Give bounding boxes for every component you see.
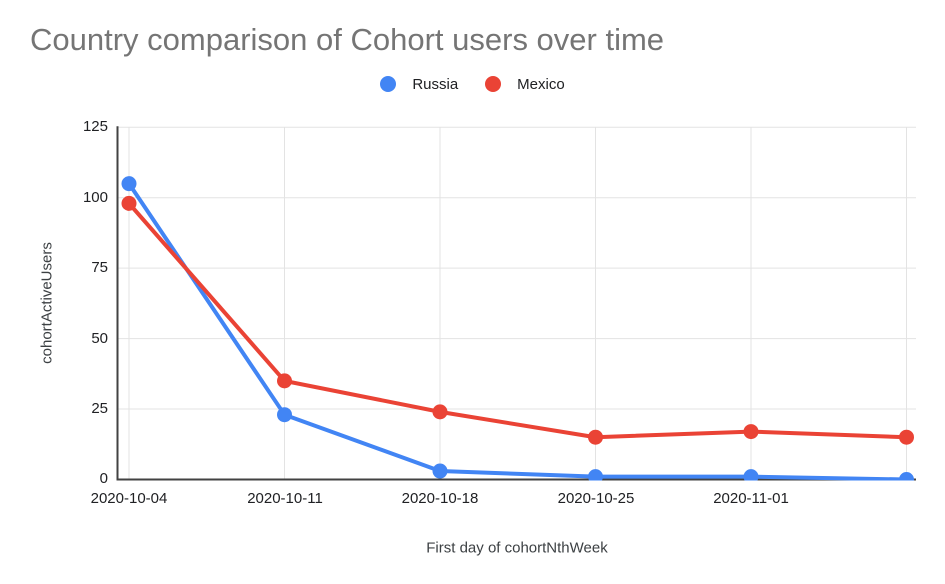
x-tick-2020-10-18: 2020-10-18 [401,490,479,507]
data-point-mexico-1[interactable] [277,373,292,389]
x-tick-2020-11-01: 2020-11-01 [713,490,789,507]
legend: Russia Mexico [0,74,945,94]
x-tick-2020-10-04: 2020-10-04 [90,490,168,507]
legend-label-mexico: Mexico [517,75,565,93]
legend-item-russia[interactable]: Russia [380,76,458,93]
x-tick-2020-10-11: 2020-10-11 [247,490,323,507]
y-tick-125: 125 [82,118,108,135]
data-point-mexico-3[interactable] [588,429,603,445]
series-line-russia [127,181,909,481]
x-axis-title: First day of cohortNthWeek [426,539,608,557]
data-point-mexico-4[interactable] [743,424,759,440]
series-line-mexico [127,201,909,440]
legend-dot-russia-icon [380,76,397,92]
legend-dot-mexico-icon [485,76,502,92]
data-point-russia-2[interactable] [432,463,448,479]
y-tick-75: 75 [91,259,108,276]
legend-item-mexico[interactable]: Mexico [485,76,565,93]
gridlines [117,126,916,480]
axis-lines [116,126,916,481]
y-axis-title: cohortActiveUsers [38,242,56,364]
data-point-russia-3[interactable] [588,469,603,484]
data-point-mexico-0[interactable] [121,195,137,211]
y-tick-50: 50 [91,330,108,347]
series-russia [121,176,914,487]
data-point-russia-4[interactable] [743,469,759,484]
x-tick-2020-10-25: 2020-10-25 [557,490,635,507]
y-tick-25: 25 [91,400,108,417]
y-tick-100: 100 [82,189,108,206]
chart-title: Country comparison of Cohort users over … [30,22,665,57]
data-point-mexico-2[interactable] [432,404,448,420]
series-mexico [121,195,914,445]
data-point-russia-1[interactable] [277,407,292,423]
data-point-russia-0[interactable] [121,176,137,192]
legend-label-russia: Russia [412,75,459,93]
y-tick-0: 0 [99,470,108,487]
data-point-mexico-5[interactable] [899,429,914,445]
data-point-russia-5[interactable] [899,472,914,487]
